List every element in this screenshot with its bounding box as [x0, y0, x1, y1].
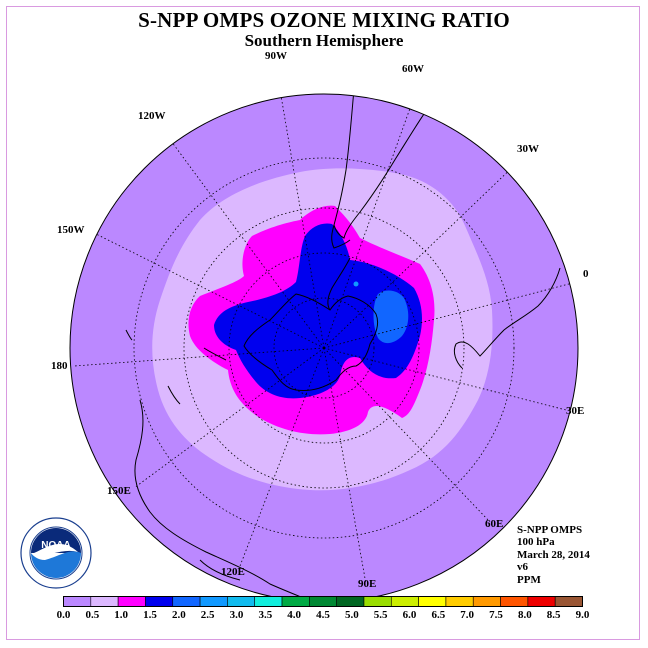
map-subtitle: Southern Hemisphere	[244, 31, 404, 50]
noaa-logo-text: NOAA	[41, 540, 70, 551]
lon-label-120w: 120W	[138, 110, 166, 122]
info-level: 100 hPa	[517, 536, 555, 549]
color-bar-swatch	[554, 596, 583, 607]
color-bar	[63, 596, 583, 607]
color-bar-tick-label: 8.5	[546, 609, 561, 621]
color-bar-swatch	[336, 596, 365, 607]
lon-label-0: 0	[583, 268, 589, 280]
color-bar-tick-label: 5.5	[373, 609, 388, 621]
lon-label-60w: 60W	[402, 63, 424, 75]
lon-label-30w: 30W	[517, 143, 539, 155]
latitude-circles	[133, 157, 515, 539]
color-bar-swatch	[390, 596, 419, 607]
lon-label-150e: 150E	[107, 485, 131, 497]
coastlines	[125, 94, 561, 602]
info-version: v6	[517, 561, 528, 574]
color-bar-tick-label: 1.0	[114, 609, 129, 621]
color-bar-swatch	[309, 596, 337, 607]
color-bar-swatch	[172, 596, 201, 607]
lon-label-60e: 60E	[485, 518, 504, 530]
info-date: March 28, 2014	[517, 548, 590, 561]
color-bar-tick-label: 6.5	[431, 609, 446, 621]
map-info: S-NPP OMPS 100 hPa March 28, 2014 v6 PPM	[517, 524, 590, 586]
color-bar-swatch	[199, 596, 228, 607]
map-title: S-NPP OMPS OZONE MIXING RATIO	[138, 8, 510, 32]
noaa-logo: NOAA	[20, 517, 92, 589]
color-bar-swatch	[145, 596, 174, 607]
color-bar-tick-label: 8.0	[517, 609, 532, 621]
lon-label-90e: 90E	[358, 578, 377, 590]
color-bar-swatch	[281, 596, 310, 607]
color-bar-tick-label: 0.0	[56, 609, 71, 621]
color-bar-swatch	[254, 596, 283, 607]
band-2.5-3.0	[353, 281, 359, 287]
color-bar-tick-label: 2.0	[171, 609, 186, 621]
color-bar-tick-label: 2.5	[200, 609, 215, 621]
color-bar-tick-label: 7.0	[460, 609, 475, 621]
color-bar-tick-label: 3.0	[229, 609, 244, 621]
band-2.0-2.5	[373, 290, 409, 344]
lon-label-150w: 150W	[57, 224, 85, 236]
color-bar-tick-label: 4.0	[287, 609, 302, 621]
lon-label-120e: 120E	[221, 566, 245, 578]
lon-label-90w: 90W	[265, 50, 287, 62]
color-bar-tick-label: 7.5	[489, 609, 503, 621]
info-units: PPM	[517, 573, 541, 586]
color-bar-swatch	[117, 596, 146, 607]
info-instrument: S-NPP OMPS	[517, 524, 583, 536]
band-1.5-2.0	[214, 223, 422, 399]
color-bar-swatch	[418, 596, 447, 607]
color-bar-swatch	[445, 596, 474, 607]
color-bar-swatch	[472, 596, 501, 607]
color-bar-swatch	[363, 596, 392, 607]
color-bar-tick-label: 6.0	[402, 609, 417, 621]
color-bar-swatch	[63, 596, 92, 607]
lon-label-30e: 30E	[566, 405, 585, 417]
color-bar-swatch	[527, 596, 556, 607]
color-bar-tick-label: 0.5	[85, 609, 100, 621]
lon-label-180: 180	[51, 360, 68, 372]
color-bar-tick-label: 3.5	[258, 609, 273, 621]
color-bar-tick-label: 1.5	[143, 609, 157, 621]
plot-frame	[6, 6, 640, 640]
color-bar-tick-label: 4.5	[316, 609, 330, 621]
color-bar-swatch	[227, 596, 256, 607]
color-bar-swatch	[90, 596, 119, 607]
color-bar-swatch	[500, 596, 529, 607]
meridians	[73, 94, 578, 585]
color-bar-tick-label: 9.0	[575, 609, 590, 621]
color-bar-tick-label: 5.0	[344, 609, 359, 621]
